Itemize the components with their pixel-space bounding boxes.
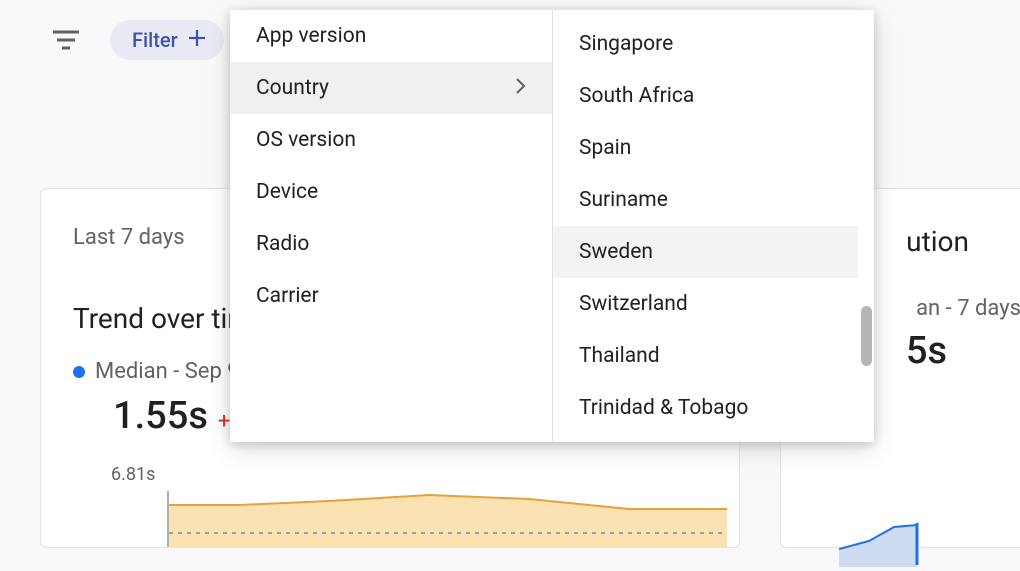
- filter-category-column: App version Country OS version Device Radio C…: [230, 10, 552, 442]
- filter-value-item[interactable]: Switzerland: [553, 278, 858, 330]
- filter-value-item[interactable]: Spain: [553, 122, 858, 174]
- filter-value-item[interactable]: Suriname: [553, 174, 858, 226]
- filter-value-item[interactable]: Thailand: [553, 330, 858, 382]
- add-filter-chip[interactable]: Filter: [110, 20, 224, 60]
- filter-value-label: Singapore: [579, 32, 673, 56]
- filter-category-label: App version: [256, 24, 366, 48]
- filter-category-item[interactable]: Device: [230, 166, 552, 218]
- filter-chip-label: Filter: [132, 28, 178, 52]
- filter-value-label: Trinidad & Tobago: [579, 396, 748, 420]
- legend-label: Median - Sep 9: [95, 359, 240, 384]
- filter-category-item[interactable]: OS version: [230, 114, 552, 166]
- trend-value: 1.55s: [113, 394, 208, 438]
- filter-category-label: Carrier: [256, 284, 319, 308]
- filter-value-label: Suriname: [579, 188, 668, 212]
- trend-chart: 6.81s: [111, 464, 751, 547]
- filter-category-item[interactable]: Carrier: [230, 270, 552, 322]
- filter-category-item[interactable]: Radio: [230, 218, 552, 270]
- y-axis-label: 6.81s: [111, 464, 751, 485]
- filter-icon[interactable]: [50, 24, 82, 56]
- filter-value-item[interactable]: Trinidad & Tobago: [553, 382, 858, 434]
- plus-icon: [188, 29, 206, 52]
- filter-category-item[interactable]: App version: [230, 10, 552, 62]
- filter-dropdown: App version Country OS version Device Radio C…: [230, 10, 874, 442]
- filter-value-item[interactable]: Sweden: [553, 226, 858, 278]
- filter-value-item[interactable]: Singapore: [553, 18, 858, 70]
- filter-category-label: Radio: [256, 232, 309, 256]
- filter-category-item[interactable]: Country: [230, 62, 552, 114]
- median-dot-icon: [73, 366, 85, 378]
- filter-value-column: Singapore South Africa Spain Suriname Sweden…: [552, 10, 874, 442]
- filter-category-label: Country: [256, 76, 329, 100]
- filter-category-label: Device: [256, 180, 318, 204]
- filter-value-label: South Africa: [579, 84, 694, 108]
- filter-value-label: Spain: [579, 136, 631, 160]
- filter-category-label: OS version: [256, 128, 356, 152]
- filter-value-label: Thailand: [579, 344, 660, 368]
- chevron-right-icon: [516, 76, 526, 100]
- filter-value-item[interactable]: South Africa: [553, 70, 858, 122]
- mini-chart: [839, 507, 959, 567]
- filter-value-label: Switzerland: [579, 292, 688, 316]
- scrollbar-thumb[interactable]: [861, 306, 872, 366]
- filter-value-label: Sweden: [579, 240, 653, 264]
